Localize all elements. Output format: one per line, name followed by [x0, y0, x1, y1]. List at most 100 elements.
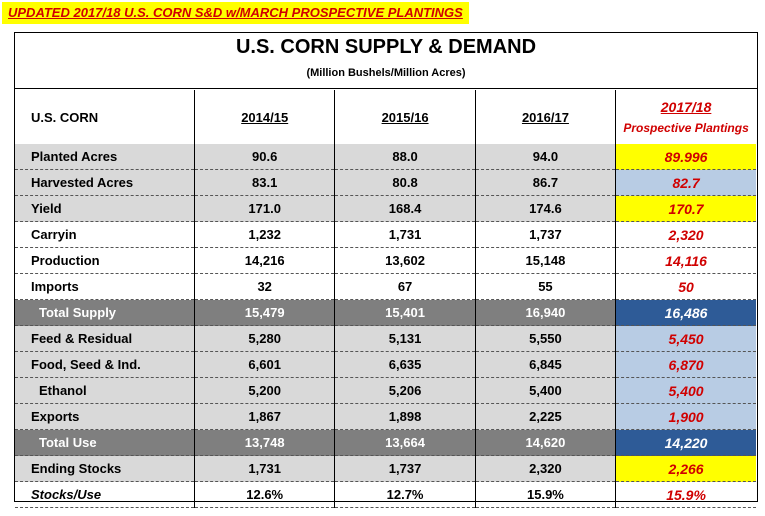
row-value: 13,748: [193, 429, 335, 456]
col-2017-18: 2017/18 Prospective Plantings: [615, 90, 756, 144]
row-value: 14,620: [474, 429, 616, 456]
row-value: 16,940: [474, 299, 616, 326]
col-2015-16: 2015/16: [381, 109, 429, 125]
col-2016-17: 2016/17: [521, 109, 569, 125]
table-row: Production 14,216 13,602 15,148 14,116: [15, 247, 756, 274]
table-row: Feed & Residual 5,280 5,131 5,550 5,450: [15, 325, 756, 352]
table-row: Ethanol 5,200 5,206 5,400 5,400: [15, 377, 756, 404]
row-value: 80.8: [334, 169, 476, 196]
row-value: 5,206: [334, 377, 476, 404]
row-value: 14,216: [193, 247, 335, 274]
row-value-2017-18: 15.9%: [615, 481, 756, 508]
row-label: Harvested Acres: [15, 169, 195, 196]
row-value: 13,602: [334, 247, 476, 274]
row-value-2017-18: 14,116: [615, 247, 756, 274]
row-value-2017-18: 14,220: [615, 429, 756, 456]
table-row: Total Supply 15,479 15,401 16,940 16,486: [15, 299, 756, 326]
row-value-2017-18: 6,870: [615, 351, 756, 378]
sd-table-frame: U.S. CORN SUPPLY & DEMAND (Million Bushe…: [14, 32, 758, 508]
row-label: Feed & Residual: [15, 325, 195, 352]
projected-value: 50: [678, 278, 694, 295]
row-value: 32: [193, 273, 335, 300]
row-value: 83.1: [193, 169, 335, 196]
row-value: 67: [334, 273, 476, 300]
row-label: Total Supply: [15, 299, 195, 326]
projected-value: 5,450: [668, 330, 704, 347]
row-value: 2,320: [474, 455, 616, 482]
row-value: 88.0: [334, 144, 476, 170]
table-subtitle: (Million Bushels/Million Acres): [306, 67, 466, 79]
row-label: Food, Seed & Ind.: [15, 351, 195, 378]
projected-value: 82.7: [672, 174, 700, 191]
row-value: 5,200: [193, 377, 335, 404]
update-banner: UPDATED 2017/18 U.S. CORN S&D w/MARCH PR…: [2, 2, 469, 24]
row-value: 12.7%: [334, 481, 476, 508]
row-value: 168.4: [334, 195, 476, 222]
row-label: Ethanol: [15, 377, 195, 404]
row-value: 13,664: [334, 429, 476, 456]
row-value: 1,731: [334, 221, 476, 248]
projected-value: 5,400: [668, 382, 704, 399]
row-value: 90.6: [193, 144, 335, 170]
row-value: 5,131: [334, 325, 476, 352]
projected-value: 14,116: [665, 252, 707, 269]
table-row: Food, Seed & Ind. 6,601 6,635 6,845 6,870: [15, 351, 756, 378]
row-value-2017-18: 1,900: [615, 403, 756, 430]
col-2014-15: 2014/15: [241, 109, 289, 125]
row-value: 1,731: [193, 455, 335, 482]
row-value: 171.0: [193, 195, 335, 222]
row-label: Carryin: [15, 221, 195, 248]
row-value-2017-18: 89.996: [615, 144, 756, 170]
header-label: U.S. CORN: [31, 109, 99, 125]
row-value: 174.6: [474, 195, 616, 222]
table-row: Harvested Acres 83.1 80.8 86.7 82.7: [15, 169, 756, 196]
row-value: 55: [474, 273, 616, 300]
col-2017-18-year: 2017/18: [660, 99, 712, 115]
row-value: 86.7: [474, 169, 616, 196]
projected-value: 170.7: [668, 200, 704, 217]
row-label: Exports: [15, 403, 195, 430]
row-value: 1,232: [193, 221, 335, 248]
projected-value: 1,900: [668, 408, 704, 425]
projected-value: 2,266: [668, 460, 704, 477]
col-2017-18-note: Prospective Plantings: [623, 121, 749, 135]
table-row: Ending Stocks 1,731 1,737 2,320 2,266: [15, 455, 756, 482]
row-value-2017-18: 16,486: [615, 299, 756, 326]
table-row: Total Use 13,748 13,664 14,620 14,220: [15, 429, 756, 456]
row-value-2017-18: 2,320: [615, 221, 756, 248]
row-value-2017-18: 50: [615, 273, 756, 300]
row-value: 6,845: [474, 351, 616, 378]
row-value-2017-18: 82.7: [615, 169, 756, 196]
table-row: Stocks/Use 12.6% 12.7% 15.9% 15.9%: [15, 481, 756, 508]
row-value: 5,550: [474, 325, 616, 352]
row-value: 1,867: [193, 403, 335, 430]
projected-value: 6,870: [668, 356, 704, 373]
projected-value: 89.996: [664, 148, 708, 165]
row-label: Total Use: [15, 429, 195, 456]
row-value: 5,280: [193, 325, 335, 352]
row-value: 15,148: [474, 247, 616, 274]
row-value: 6,601: [193, 351, 335, 378]
projected-value: 16,486: [664, 304, 708, 321]
row-value-2017-18: 5,450: [615, 325, 756, 352]
row-label: Planted Acres: [15, 144, 195, 170]
table-row: Imports 32 67 55 50: [15, 273, 756, 300]
row-value: 15.9%: [474, 481, 616, 508]
projected-value: 2,320: [668, 226, 704, 243]
row-value: 2,225: [474, 403, 616, 430]
row-value-2017-18: 5,400: [615, 377, 756, 404]
row-label: Yield: [15, 195, 195, 222]
table-row: Exports 1,867 1,898 2,225 1,900: [15, 403, 756, 430]
row-value-2017-18: 2,266: [615, 455, 756, 482]
row-value: 15,479: [193, 299, 335, 326]
title-divider: [15, 88, 757, 89]
table-row: Carryin 1,232 1,731 1,737 2,320: [15, 221, 756, 248]
row-value: 5,400: [474, 377, 616, 404]
row-label: Production: [15, 247, 195, 274]
projected-value: 14,220: [664, 434, 708, 451]
table-row: Yield 171.0 168.4 174.6 170.7: [15, 195, 756, 222]
table-row: Planted Acres 90.6 88.0 94.0 89.996: [15, 144, 756, 170]
supply-demand-table: U.S. CORN 2014/15 2015/16 2016/17 2017/1…: [15, 90, 756, 508]
row-value: 15,401: [334, 299, 476, 326]
projected-value: 15.9%: [666, 486, 706, 503]
